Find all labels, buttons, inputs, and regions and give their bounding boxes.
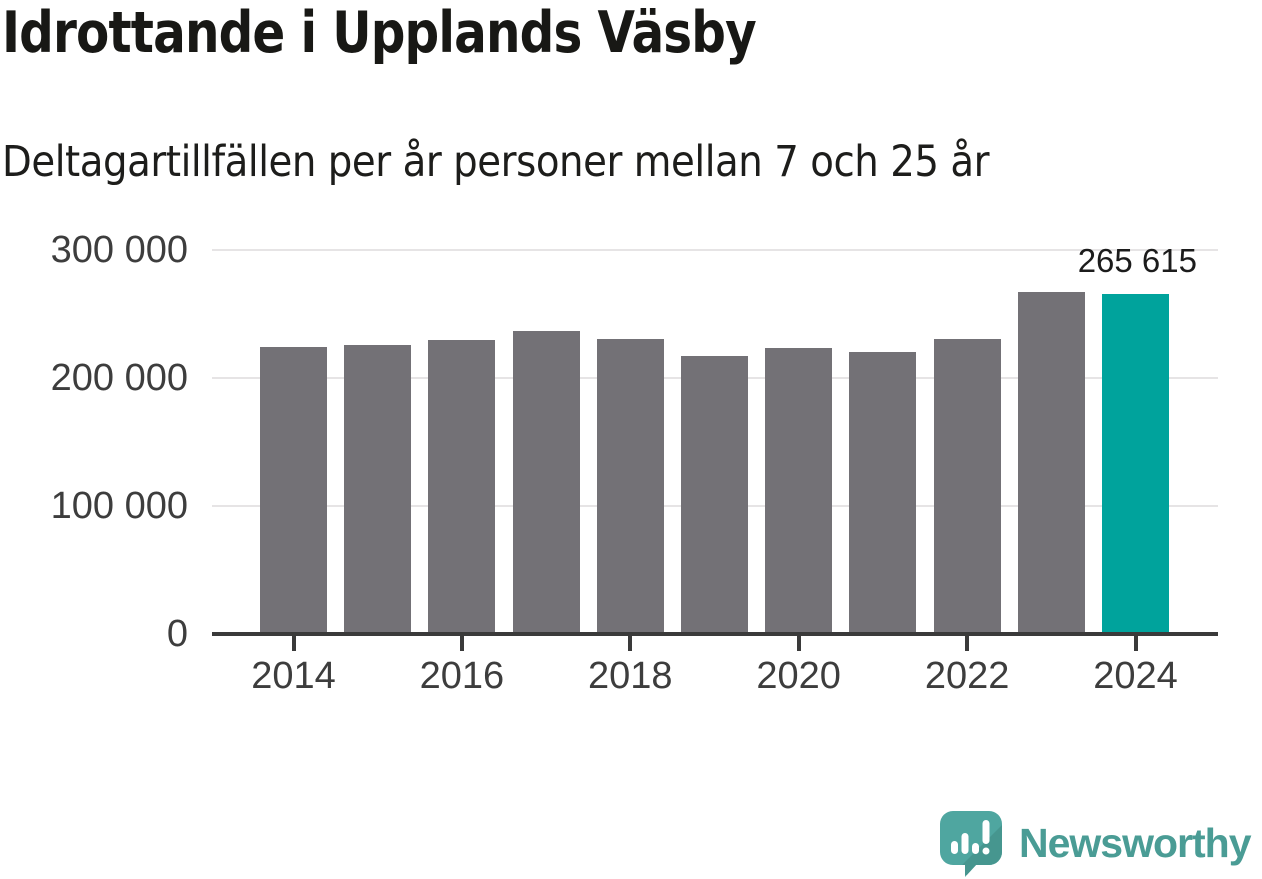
bar-2023 (1017, 292, 1085, 634)
x-axis-label-2016: 2016 (419, 655, 505, 697)
bar-2024 (1102, 293, 1169, 634)
bar-2014 (260, 347, 327, 634)
bar-2022 (933, 338, 1001, 634)
highlight-value-label: 265 615 (1077, 242, 1197, 279)
x-tick-2014 (291, 636, 296, 651)
bar-2018 (596, 338, 664, 634)
x-tick-2020 (796, 636, 801, 651)
x-tick-2024 (1133, 636, 1138, 651)
chart-subtitle: Deltagartillfällen per år personer mella… (2, 137, 990, 187)
x-tick-2022 (965, 636, 970, 651)
bar-2019 (681, 356, 748, 634)
y-axis-label-0: 0 (166, 612, 188, 655)
bar-2021 (849, 352, 917, 634)
x-axis-label-2018: 2018 (588, 655, 673, 697)
bar-2017 (512, 330, 580, 634)
x-axis-label-2020: 2020 (756, 655, 841, 697)
gridline-300000 (212, 249, 1218, 251)
x-axis-label-2014: 2014 (251, 655, 336, 697)
y-axis-label-200000: 200 000 (50, 356, 188, 399)
newsworthy-logo-icon (940, 811, 1002, 877)
y-axis-label-100000: 100 000 (50, 484, 188, 527)
x-tick-2018 (628, 636, 633, 651)
x-tick-2016 (459, 636, 464, 651)
x-axis-label-2024: 2024 (1093, 655, 1178, 697)
newsworthy-brand: Newsworthy (938, 809, 1251, 877)
bar-2015 (344, 344, 412, 634)
bar-2020 (765, 347, 833, 634)
y-axis-label-300000: 300 000 (50, 229, 188, 271)
newsworthy-wordmark: Newsworthy (1019, 819, 1251, 866)
x-axis-line (212, 631, 1218, 636)
chart-title: Idrottande i Upplands Väsby (2, 0, 757, 66)
bar-2016 (428, 339, 496, 634)
x-axis-label-2022: 2022 (924, 655, 1010, 697)
